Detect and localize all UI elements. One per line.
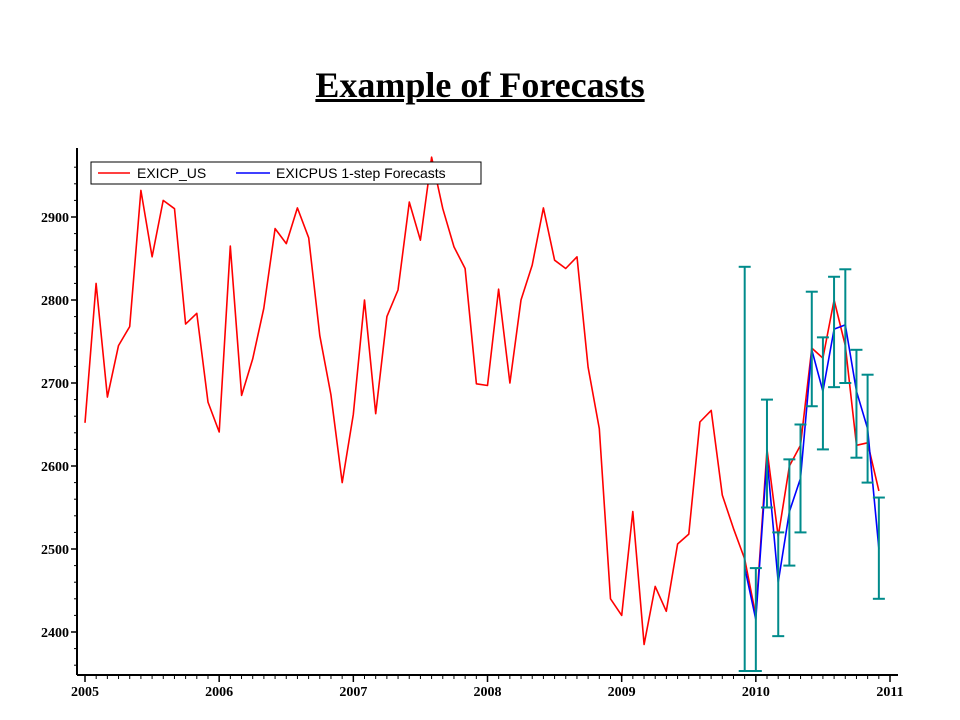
error-bar xyxy=(794,423,807,534)
error-bar xyxy=(872,496,885,600)
y-tick-label: 2400 xyxy=(41,626,69,641)
x-tick-label: 2007 xyxy=(339,685,367,700)
y-tick-label: 2700 xyxy=(41,377,69,392)
error-bar xyxy=(861,373,874,484)
error-bar xyxy=(850,348,863,459)
y-tick-label: 2900 xyxy=(41,211,69,226)
y-tick-label: 2500 xyxy=(41,543,69,558)
error-bars xyxy=(738,265,885,673)
y-tick-label: 2600 xyxy=(41,460,69,475)
x-tick-labels: 2005 2006 2007 2008 2009 2010 2011 xyxy=(71,685,904,700)
legend-frame xyxy=(90,161,482,185)
legend-label-actual: EXICP_US xyxy=(137,165,206,181)
y-tick-label: 2800 xyxy=(41,294,69,309)
x-tick-label: 2009 xyxy=(608,685,636,700)
error-bar xyxy=(783,458,796,567)
chart-legend: EXICP_US EXICPUS 1-step Forecasts xyxy=(90,161,482,185)
x-tick-label: 2008 xyxy=(474,685,502,700)
x-tick-label: 2005 xyxy=(71,685,99,700)
y-tick-labels: 2400 2500 2600 2700 2800 2900 xyxy=(41,211,69,641)
error-bar xyxy=(839,268,852,384)
series-layer xyxy=(84,156,880,646)
error-bar xyxy=(772,531,785,638)
error-bar xyxy=(805,290,818,408)
error-bar xyxy=(760,398,773,509)
legend-label-forecast: EXICPUS 1-step Forecasts xyxy=(276,165,446,181)
error-bar xyxy=(816,336,829,451)
x-tick-label: 2010 xyxy=(742,685,770,700)
series-line-actual xyxy=(84,156,880,646)
error-bar xyxy=(828,275,841,389)
error-bar xyxy=(749,567,762,673)
x-tick-label: 2006 xyxy=(205,685,233,700)
x-tick-label: 2011 xyxy=(876,685,903,700)
error-bar xyxy=(738,265,751,673)
chart-axes xyxy=(71,148,898,682)
slide-title: Example of Forecasts xyxy=(315,65,645,105)
